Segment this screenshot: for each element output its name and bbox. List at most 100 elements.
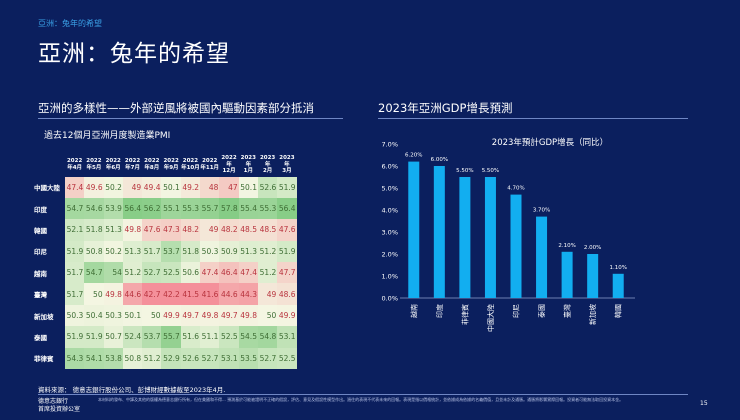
- heatmap-cell: 50.2: [103, 176, 123, 198]
- heatmap-cell: 51.9: [65, 240, 85, 263]
- heatmap-row: 印尼 51.9 50.8 50.2 51.3 51.7 53.7 51.8 50.3 50.9 51…: [34, 240, 297, 263]
- heatmap-cell: 51.2: [257, 262, 278, 284]
- heatmap-cell: 50.3: [103, 304, 123, 327]
- heatmap-cell: 47.4: [200, 262, 220, 284]
- heatmap-cell: 54.7: [84, 262, 104, 284]
- right-heading-rule: [378, 118, 688, 119]
- heatmap-cell: 47.7: [277, 262, 297, 284]
- left-heading-rule: [38, 118, 343, 119]
- heatmap-cell: 50.1: [122, 304, 143, 327]
- data-label: 6.00%: [431, 157, 448, 163]
- heatmap-row: 新加坡 50.3 50.4 50.3 50.1 50 49.9 49.7 49.8 49.7 49.…: [34, 304, 297, 327]
- heatmap-cell: 50.1: [238, 176, 258, 198]
- heatmap-cell: 51.8: [84, 219, 104, 241]
- heatmap-cell: 50.1: [161, 176, 181, 198]
- heatmap-cell: 49.7: [219, 304, 239, 327]
- heatmap-cell: 52.1: [65, 219, 85, 241]
- heatmap-cell: 47: [219, 176, 239, 198]
- heatmap-cell: 50.8: [84, 240, 104, 263]
- heatmap-cell: 50.4: [84, 304, 104, 327]
- heatmap-cell: 49: [257, 283, 278, 305]
- x-tick-label: 韓國: [614, 304, 623, 318]
- heatmap-cell: 47.4: [238, 262, 258, 284]
- heatmap-cell: 49.9: [161, 304, 181, 327]
- data-label: 3.70%: [533, 208, 550, 214]
- heatmap-cell: 53.1: [277, 326, 297, 348]
- heatmap-cell: 54.3: [65, 347, 85, 370]
- heatmap-cell: 54.8: [257, 326, 278, 348]
- heatmap-cell: 41.6: [200, 283, 220, 305]
- column-header: 2023年 1月: [239, 155, 258, 177]
- page-number: 15: [700, 400, 708, 407]
- bar-新加坡: [587, 254, 599, 298]
- heatmap-cell: 48.6: [277, 283, 297, 305]
- heatmap-cell: 55.1: [161, 197, 181, 220]
- heatmap-cell: 51.3: [122, 240, 143, 263]
- x-tick-label: 印度: [435, 304, 444, 318]
- column-header-line: 12月: [222, 168, 236, 174]
- corner: [34, 155, 65, 177]
- page-title: 亞洲：兔年的希望: [38, 41, 230, 67]
- x-tick-label: 臺灣: [563, 304, 572, 318]
- heatmap-cell: 51.8: [180, 240, 201, 263]
- heatmap-cell: 53.8: [103, 347, 123, 370]
- heatmap-cell: 50: [142, 304, 162, 327]
- data-label: 1.10%: [609, 265, 626, 271]
- heatmap-cell: 53.1: [219, 347, 239, 370]
- heatmap-cell: 53.7: [142, 326, 162, 348]
- row-label: 印度: [34, 205, 47, 214]
- heatmap-cell: 56.4: [122, 197, 143, 220]
- data-label: 2.00%: [584, 245, 601, 251]
- column-header-line: 年8月: [144, 164, 160, 171]
- column-header: 2022 年7月: [123, 155, 142, 177]
- column-header-line: 2022年: [221, 155, 237, 168]
- heatmap-cell: 50.6: [180, 262, 201, 284]
- y-tick-label: 1.0%: [381, 273, 398, 281]
- heatmap-cell: 50: [257, 304, 278, 327]
- heatmap-cell: 51.6: [180, 326, 201, 348]
- column-header-line: 3月: [282, 168, 292, 174]
- row-label: 中國大陸: [34, 184, 60, 193]
- y-tick-label: 7.0%: [381, 141, 398, 149]
- heatmap-cell: 49.6: [84, 176, 104, 198]
- heatmap-cell: 50.7: [103, 326, 123, 348]
- row-label: 菲律賓: [34, 355, 54, 364]
- heatmap-cell: 57.8: [219, 197, 239, 220]
- column-header: 2022 年6月: [104, 155, 123, 177]
- data-label: 5.50%: [482, 168, 499, 174]
- footer-rule: [38, 394, 688, 395]
- heatmap-cell: 49.7: [180, 304, 201, 327]
- heatmap-cell: 56.4: [277, 197, 297, 220]
- heatmap-cell: 55.3: [257, 197, 278, 220]
- y-tick-label: 6.0%: [381, 163, 398, 171]
- heatmap-cell: 49: [122, 176, 143, 198]
- heatmap-cell: 44.6: [122, 283, 143, 305]
- bar-印尼: [510, 194, 522, 298]
- column-header: 2022 年4月: [65, 155, 84, 177]
- data-label: 5.50%: [456, 168, 473, 174]
- heatmap-cell: 52.7: [200, 347, 220, 370]
- heatmap-cell: 54.7: [65, 197, 85, 220]
- column-header: 2022 年10月: [181, 155, 200, 177]
- column-header-line: 年5月: [86, 164, 102, 171]
- heatmap-cell: 51.2: [122, 262, 143, 284]
- heatmap-cell: 53.5: [238, 347, 258, 370]
- heatmap-cell: 46.4: [219, 262, 239, 284]
- heatmap-cell: 55.3: [180, 197, 201, 220]
- heatmap-cell: 48.5: [238, 219, 258, 241]
- column-header: 2023年 3月: [277, 155, 296, 177]
- column-header-line: 2022: [86, 158, 102, 165]
- org-name: 德意志銀行 首席投資辦公室: [38, 398, 80, 414]
- x-tick-label: 印尼: [513, 304, 521, 318]
- heatmap-cell: 52.6: [257, 176, 278, 198]
- column-header: 2022 年5月: [84, 155, 103, 177]
- heatmap-cell: 49.9: [277, 304, 297, 327]
- column-header-line: 2023年: [240, 155, 256, 168]
- heatmap-cell: 51.7: [142, 240, 162, 263]
- heatmap-cell: 49: [200, 219, 220, 241]
- heatmap-cell: 47.4: [65, 176, 85, 198]
- data-label: 6.20%: [405, 153, 422, 159]
- chart-title: 2023年預計GDP增長（同比）: [492, 137, 608, 148]
- heatmap-cell: 50: [84, 283, 104, 305]
- heatmap-row: 越南 51.7 54.7 54 51.2 52.7 52.5 50.6 47.4 46.4 47.4…: [34, 262, 297, 284]
